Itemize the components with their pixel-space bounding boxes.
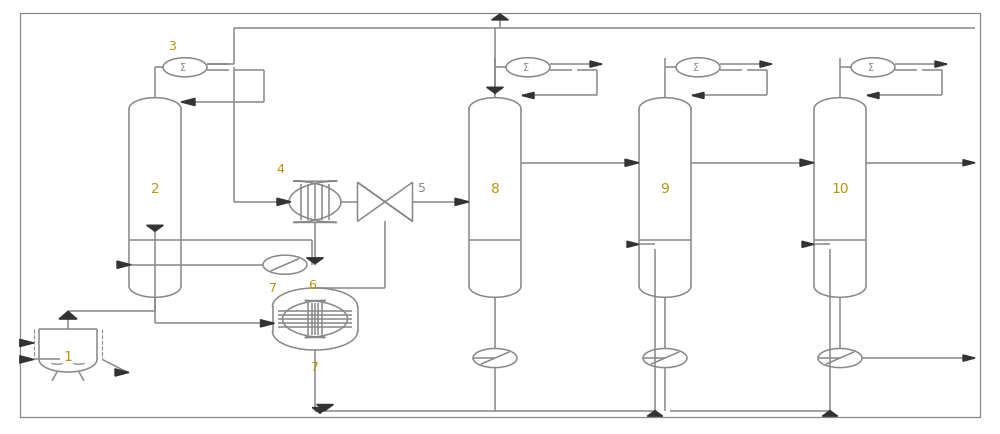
Text: $\Sigma$: $\Sigma$ [867, 61, 875, 73]
Text: $\Sigma$: $\Sigma$ [522, 61, 530, 73]
Polygon shape [867, 92, 879, 99]
Text: 10: 10 [831, 182, 849, 196]
Polygon shape [625, 159, 639, 166]
Text: 4: 4 [276, 163, 284, 176]
Polygon shape [627, 241, 639, 247]
Polygon shape [20, 356, 34, 363]
Polygon shape [307, 258, 323, 264]
Text: $\Sigma$: $\Sigma$ [692, 61, 700, 73]
Polygon shape [760, 61, 772, 67]
Polygon shape [802, 241, 814, 247]
Polygon shape [963, 355, 975, 361]
Text: 1: 1 [64, 349, 72, 364]
Polygon shape [492, 14, 508, 20]
Polygon shape [59, 311, 77, 319]
Polygon shape [312, 408, 328, 413]
Polygon shape [800, 159, 814, 166]
Text: 7: 7 [311, 361, 319, 374]
Text: 5: 5 [418, 182, 426, 195]
Polygon shape [590, 61, 602, 67]
Polygon shape [20, 339, 34, 347]
Polygon shape [692, 92, 704, 99]
Polygon shape [487, 87, 503, 93]
Polygon shape [647, 411, 663, 416]
Text: 9: 9 [661, 182, 669, 196]
Text: 7: 7 [269, 283, 277, 295]
Text: 6: 6 [308, 279, 316, 292]
Polygon shape [260, 320, 274, 327]
Polygon shape [963, 160, 975, 166]
Polygon shape [317, 404, 333, 411]
Text: 2: 2 [151, 182, 159, 196]
Polygon shape [522, 92, 534, 99]
Polygon shape [935, 61, 947, 67]
Polygon shape [822, 411, 838, 416]
Text: 3: 3 [168, 39, 176, 53]
Text: $\Sigma$: $\Sigma$ [179, 61, 187, 73]
Polygon shape [117, 261, 131, 268]
Text: 8: 8 [491, 182, 499, 196]
Polygon shape [147, 225, 163, 231]
Polygon shape [455, 198, 469, 205]
Polygon shape [181, 99, 195, 105]
Polygon shape [115, 369, 129, 376]
Polygon shape [277, 198, 291, 205]
